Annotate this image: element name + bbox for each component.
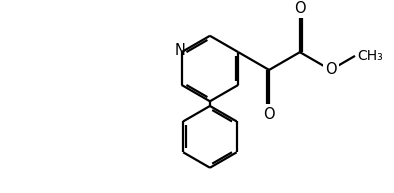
Text: O: O	[294, 1, 306, 16]
Text: CH₃: CH₃	[357, 49, 383, 63]
Text: N: N	[174, 43, 185, 58]
Text: O: O	[263, 107, 275, 122]
Text: O: O	[325, 63, 336, 77]
